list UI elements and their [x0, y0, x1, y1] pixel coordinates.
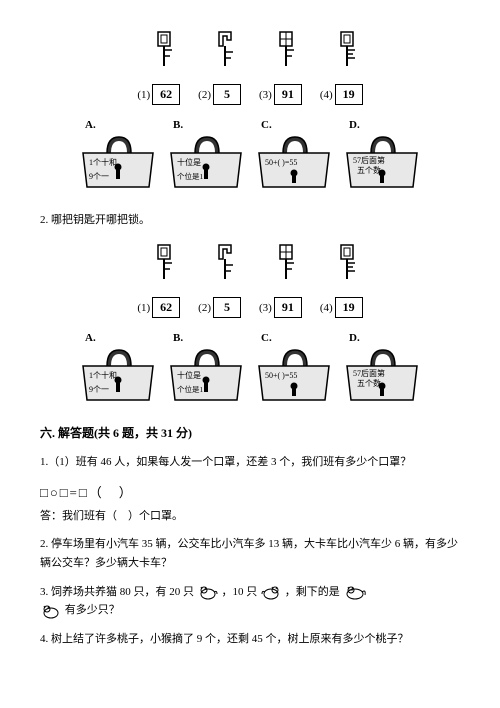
key-graphic: 62: [152, 30, 180, 105]
lock-letter: D.: [349, 119, 360, 131]
p3-text-c: ，剩下的是: [285, 586, 340, 598]
key-item: (3) 91: [259, 243, 302, 318]
key-item: (1) 62: [137, 243, 180, 318]
question-2-text: 2. 哪把钥匙开哪把锁。: [40, 211, 460, 227]
key-number: 19: [335, 297, 363, 318]
svg-text:五个数: 五个数: [357, 165, 381, 175]
problem-1: 1.（1）班有 46 人，如果每人发一个口罩，还差 3 个，我们班有多少个口罩？: [40, 453, 460, 472]
lock-icon: 50+( )=55: [255, 346, 333, 404]
key-graphic: 5: [213, 243, 241, 318]
key-label: (1): [137, 302, 150, 314]
lock-letter: D.: [349, 332, 360, 344]
cat-icon: [260, 584, 282, 600]
problem-4: 4. 树上结了许多桃子，小猴摘了 9 个，还剩 45 个，树上原来有多少个桃子？: [40, 630, 460, 649]
lock-item: D. 57后面第 五个数: [343, 332, 421, 404]
lock-letter: A.: [85, 119, 96, 131]
key-graphic: 5: [213, 30, 241, 105]
lock-letter: B.: [173, 332, 183, 344]
lock-icon: 1个十和 9个一: [79, 133, 157, 191]
lock-letter: B.: [173, 119, 183, 131]
p3-text-a: 3. 饲养场共养猫 80 只，有 20 只: [40, 586, 194, 598]
lock-item: D. 57后面第 五个数: [343, 119, 421, 191]
key-item: (4) 19: [320, 243, 363, 318]
key-item: (2) 5: [198, 30, 241, 105]
lock-icon: 57后面第 五个数: [343, 133, 421, 191]
p3-question: 有多少只？: [65, 604, 120, 616]
lock-item: C. 50+( )=55: [255, 332, 333, 404]
lock-icon: 50+( )=55: [255, 133, 333, 191]
key-graphic: 19: [335, 243, 363, 318]
lock-item: A. 1个十和 9个一: [79, 119, 157, 191]
cat-icon: [343, 584, 367, 600]
svg-text:1个十和: 1个十和: [89, 157, 117, 167]
svg-text:五个数: 五个数: [357, 378, 381, 388]
svg-text:十位是: 十位是: [177, 370, 201, 380]
svg-text:57后面第: 57后面第: [353, 155, 385, 165]
lock-letter: A.: [85, 332, 96, 344]
key-label: (4): [320, 302, 333, 314]
lock-icon: 57后面第 五个数: [343, 346, 421, 404]
p3-text-b: ，10 只: [222, 586, 258, 598]
key-number: 91: [274, 297, 302, 318]
keys-row-1: (1) 62 (2) 5 (3): [40, 30, 460, 105]
svg-text:50+( )=55: 50+( )=55: [265, 158, 297, 167]
key-item: (2) 5: [198, 243, 241, 318]
problem-2: 2. 停车场里有小汽车 35 辆，公交车比小汽车多 13 辆，大卡车比小汽车少 …: [40, 535, 460, 572]
svg-text:9个一: 9个一: [89, 385, 109, 394]
lock-item: B. 十位是 个位是1: [167, 119, 245, 191]
problem-1-answer: 答：我们班有（ ）个口罩。: [40, 507, 460, 526]
key-graphic: 19: [335, 30, 363, 105]
key-number: 62: [152, 84, 180, 105]
locks-row-1: A. 1个十和 9个一 B. 十位是 个位是1 C.: [40, 119, 460, 191]
svg-text:57后面第: 57后面第: [353, 368, 385, 378]
keys-row-2: (1) 62 (2) 5 (3): [40, 243, 460, 318]
cat-icon: [197, 584, 219, 600]
key-number: 91: [274, 84, 302, 105]
svg-text:50+( )=55: 50+( )=55: [265, 371, 297, 380]
key-label: (4): [320, 89, 333, 101]
key-graphic: 91: [274, 30, 302, 105]
svg-text:个位是1: 个位是1: [177, 384, 203, 394]
problem-3: 3. 饲养场共养猫 80 只，有 20 只 ，10 只 ，剩下的是 有多少只？: [40, 583, 460, 620]
key-label: (3): [259, 302, 272, 314]
key-graphic: 91: [274, 243, 302, 318]
svg-text:9个一: 9个一: [89, 172, 109, 181]
lock-item: B. 十位是 个位是1: [167, 332, 245, 404]
lock-icon: 十位是 个位是1: [167, 346, 245, 404]
svg-text:个位是1: 个位是1: [177, 171, 203, 181]
svg-text:1个十和: 1个十和: [89, 370, 117, 380]
key-label: (2): [198, 302, 211, 314]
cat-icon: [40, 603, 62, 619]
lock-item: C. 50+( )=55: [255, 119, 333, 191]
lock-icon: 十位是 个位是1: [167, 133, 245, 191]
key-number: 5: [213, 297, 241, 318]
lock-item: A. 1个十和 9个一: [79, 332, 157, 404]
key-graphic: 62: [152, 243, 180, 318]
key-label: (2): [198, 89, 211, 101]
key-item: (4) 19: [320, 30, 363, 105]
locks-row-2: A. 1个十和 9个一 B. 十位是 个位是1 C.: [40, 332, 460, 404]
svg-text:十位是: 十位是: [177, 157, 201, 167]
lock-icon: 1个十和 9个一: [79, 346, 157, 404]
key-item: (1) 62: [137, 30, 180, 105]
key-item: (3) 91: [259, 30, 302, 105]
lock-letter: C.: [261, 119, 272, 131]
problem-1-blank: □○□=□（ ）: [40, 482, 460, 501]
key-label: (1): [137, 89, 150, 101]
key-number: 5: [213, 84, 241, 105]
key-number: 19: [335, 84, 363, 105]
key-label: (3): [259, 89, 272, 101]
lock-letter: C.: [261, 332, 272, 344]
key-number: 62: [152, 297, 180, 318]
section-6-header: 六. 解答题(共 6 题，共 31 分): [40, 424, 460, 441]
